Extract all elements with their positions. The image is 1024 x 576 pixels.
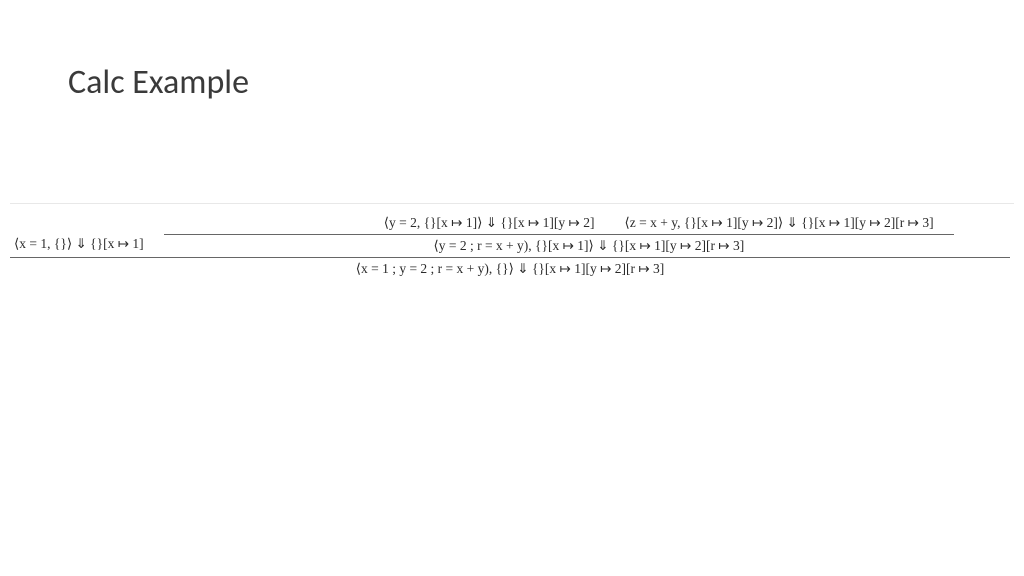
derivation-upper-block: ⟨x = 1, {}⟩ ⇓ {}[x ↦ 1] ⟨y = 2, {}[x ↦ 1…	[10, 215, 1014, 254]
page-title: Calc Example	[68, 62, 249, 103]
premise-top-left: ⟨y = 2, {}[x ↦ 1]⟩ ⇓ {}[x ↦ 1][y ↦ 2]	[384, 215, 595, 231]
derivation-tree: ⟨x = 1, {}⟩ ⇓ {}[x ↦ 1] ⟨y = 2, {}[x ↦ 1…	[10, 215, 1014, 277]
bottom-conclusion: ⟨x = 1 ; y = 2 ; r = x + y), {}⟩ ⇓ {}[x …	[10, 258, 1010, 277]
premise-top-right: ⟨z = x + y, {}[x ↦ 1][y ↦ 2]⟩ ⇓ {}[x ↦ 1…	[624, 215, 933, 231]
top-premises-row: ⟨y = 2, {}[x ↦ 1]⟩ ⇓ {}[x ↦ 1][y ↦ 2] ⟨z…	[164, 215, 1014, 231]
premise-right-block: ⟨y = 2, {}[x ↦ 1]⟩ ⇓ {}[x ↦ 1][y ↦ 2] ⟨z…	[164, 215, 1014, 254]
separator-line	[10, 203, 1014, 204]
mid-conclusion: ⟨y = 2 ; r = x + y), {}[x ↦ 1]⟩ ⇓ {}[x ↦…	[164, 235, 1014, 254]
premise-left: ⟨x = 1, {}⟩ ⇓ {}[x ↦ 1]	[10, 236, 144, 254]
